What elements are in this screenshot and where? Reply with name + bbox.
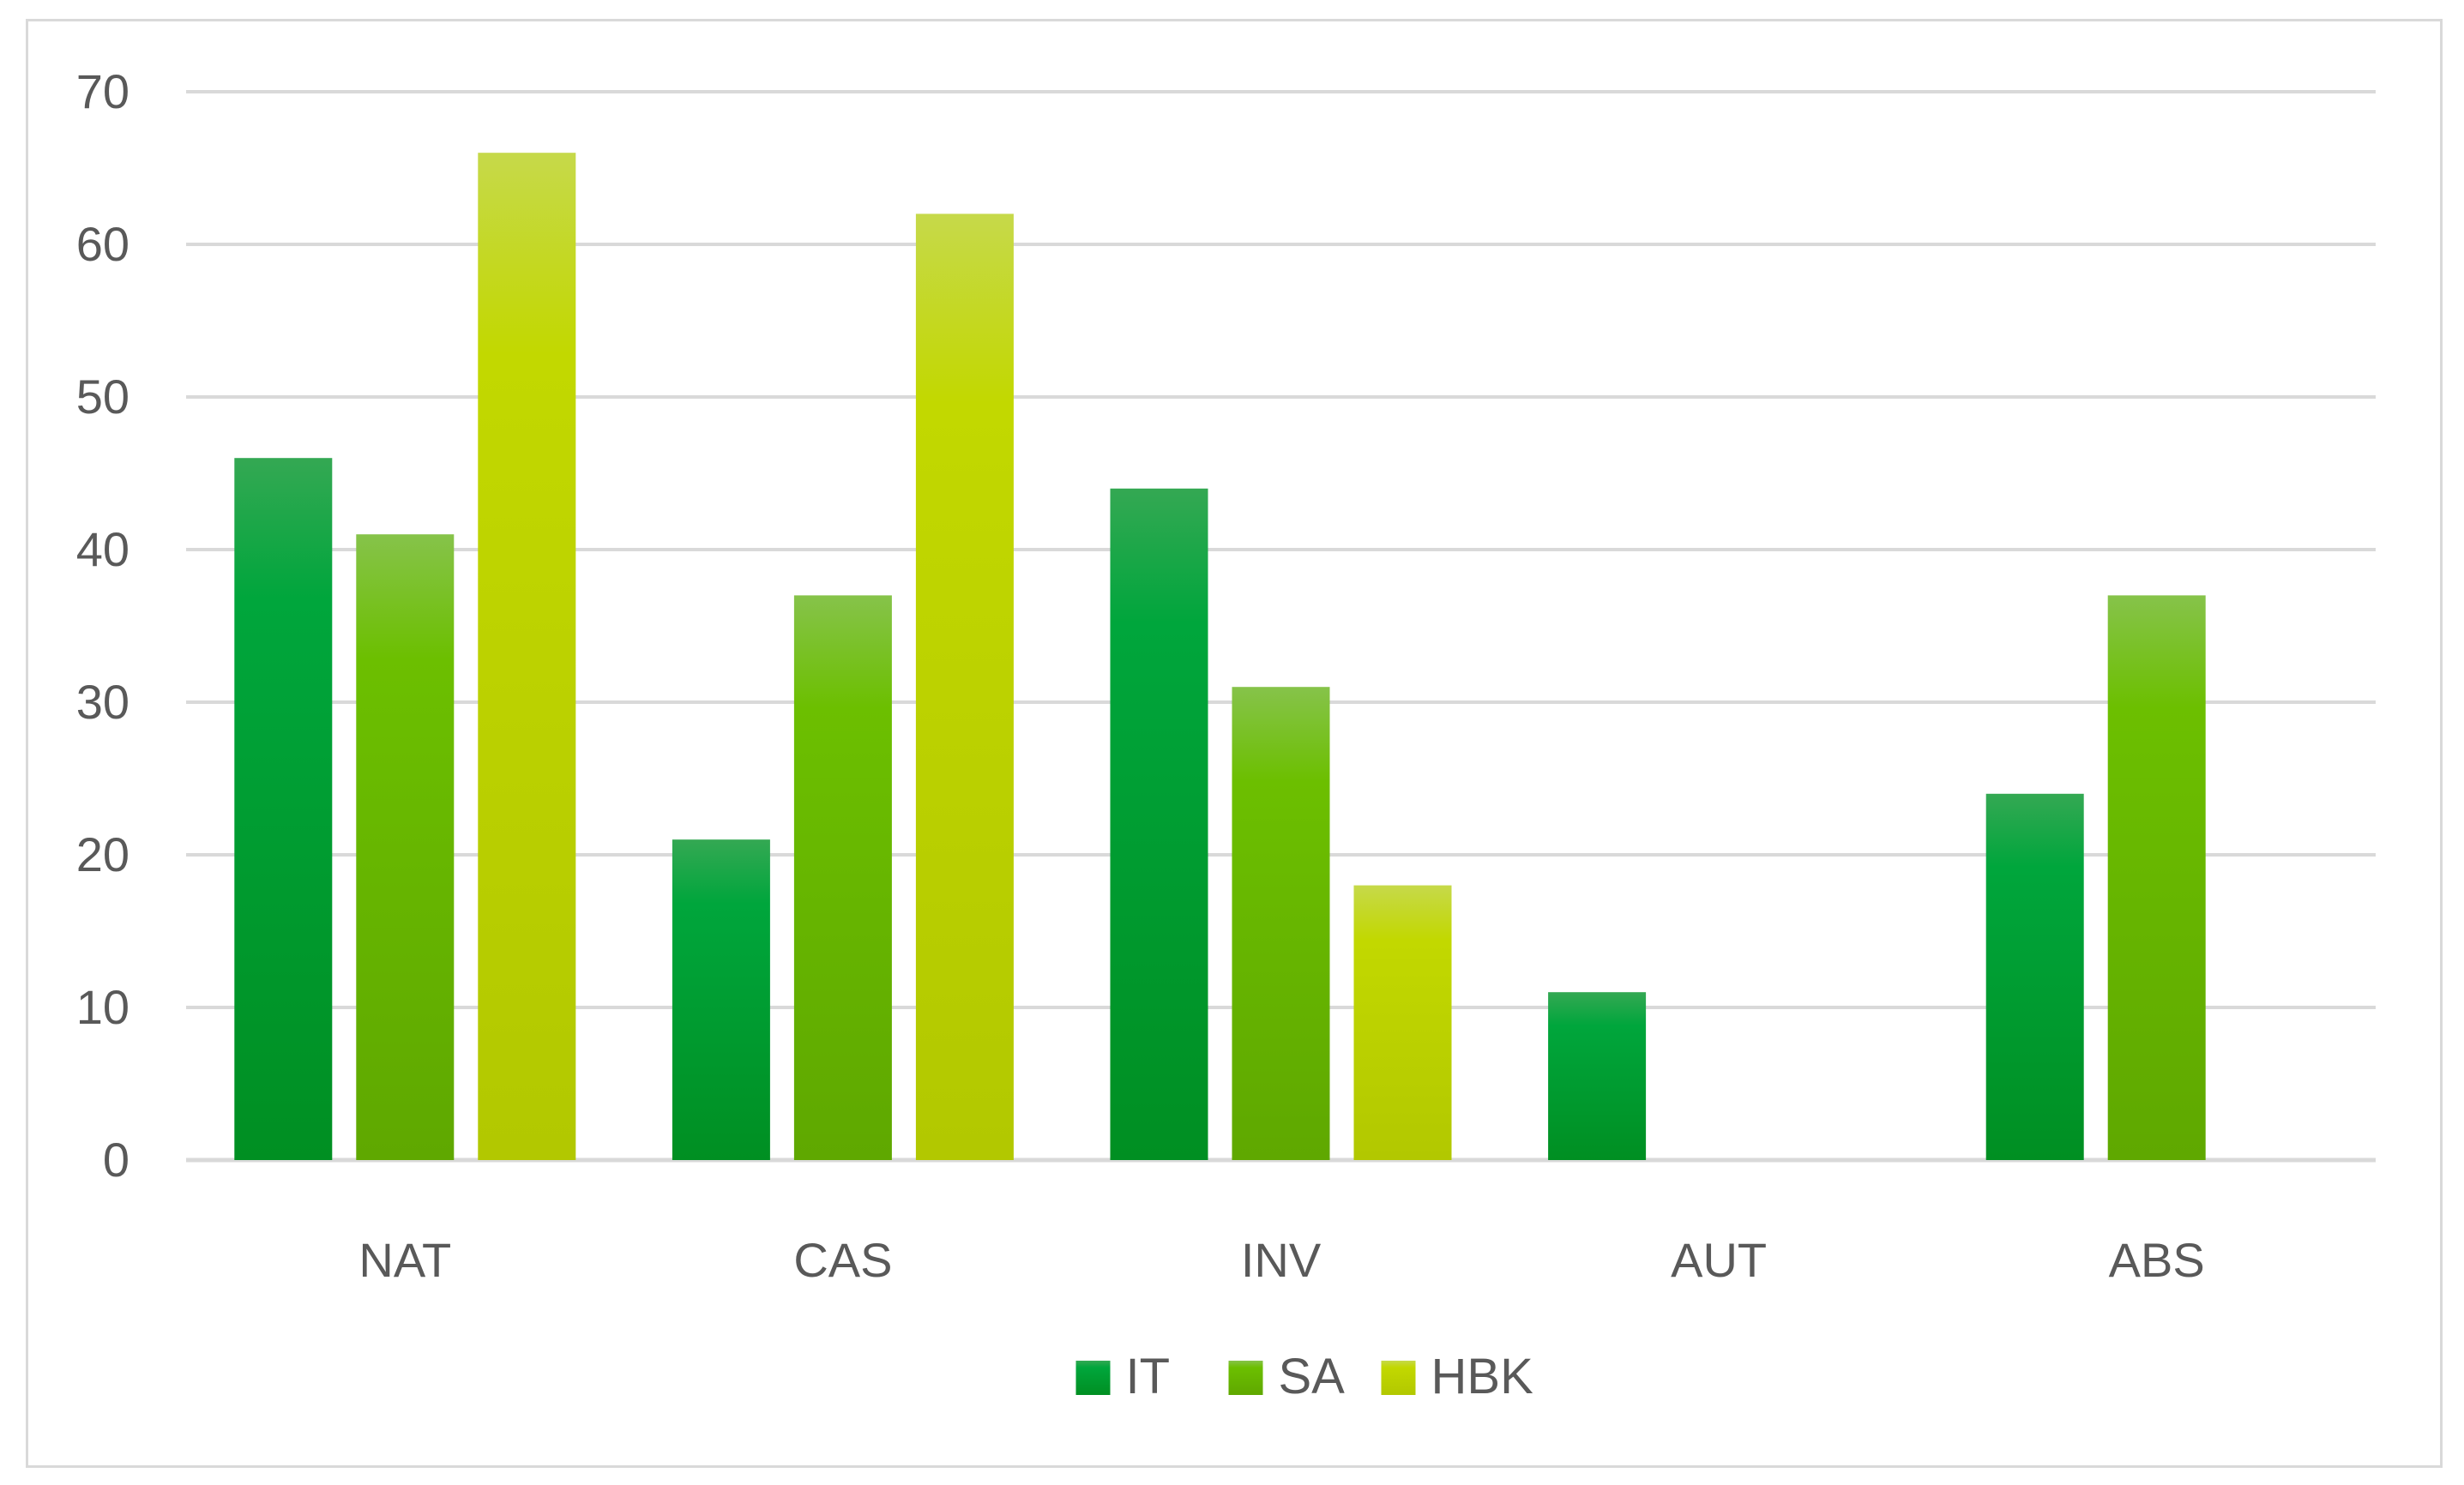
legend-label: HBK bbox=[1431, 1349, 1534, 1404]
x-axis-tick-labels: NAT CAS INV AUT ABS bbox=[358, 1233, 2204, 1287]
legend-item-sa: SA bbox=[1228, 1349, 1346, 1404]
legend-label: IT bbox=[1126, 1349, 1171, 1404]
y-tick-label: 60 bbox=[76, 217, 130, 271]
y-tick-label: 50 bbox=[76, 370, 130, 424]
y-axis-tick-labels: 0 10 20 30 40 50 60 70 bbox=[76, 64, 130, 1187]
x-tick-label: AUT bbox=[1671, 1233, 1767, 1287]
bar-it-inv bbox=[1110, 488, 1208, 1160]
y-tick-label: 40 bbox=[76, 522, 130, 576]
bar-hbk-inv bbox=[1353, 885, 1452, 1160]
legend-swatch bbox=[1228, 1361, 1263, 1395]
x-tick-label: CAS bbox=[793, 1233, 892, 1287]
legend-item-it: IT bbox=[1075, 1349, 1171, 1404]
bar-sa-abs bbox=[2107, 595, 2206, 1160]
bar-it-cas bbox=[672, 839, 770, 1160]
legend-swatch bbox=[1381, 1361, 1416, 1395]
bar-chart: 0 10 20 30 40 50 60 70 NAT CAS INV AUT ABS IT SA HBK bbox=[76, 64, 2376, 1404]
legend: IT SA HBK bbox=[1075, 1349, 1534, 1404]
chart-frame: 0 10 20 30 40 50 60 70 NAT CAS INV AUT ABS IT SA HBK bbox=[26, 19, 2443, 1468]
legend-label: SA bbox=[1279, 1349, 1346, 1404]
bar-hbk-cas bbox=[915, 213, 1014, 1160]
x-tick-label: NAT bbox=[358, 1233, 451, 1287]
bars bbox=[234, 153, 2206, 1161]
bar-it-abs bbox=[1985, 793, 2084, 1160]
bar-sa-inv bbox=[1232, 687, 1330, 1160]
y-tick-label: 70 bbox=[76, 64, 130, 118]
x-tick-label: ABS bbox=[2109, 1233, 2205, 1287]
y-tick-label: 30 bbox=[76, 675, 130, 729]
bar-sa-nat bbox=[356, 534, 455, 1160]
y-tick-label: 20 bbox=[76, 827, 130, 881]
y-tick-label: 0 bbox=[103, 1133, 130, 1187]
y-tick-label: 10 bbox=[76, 980, 130, 1034]
bar-sa-cas bbox=[793, 595, 892, 1160]
bar-it-nat bbox=[234, 458, 333, 1160]
legend-swatch bbox=[1075, 1361, 1111, 1395]
x-tick-label: INV bbox=[1241, 1233, 1322, 1287]
bar-it-aut bbox=[1548, 992, 1647, 1160]
bar-hbk-nat bbox=[478, 153, 576, 1161]
legend-item-hbk: HBK bbox=[1381, 1349, 1534, 1404]
